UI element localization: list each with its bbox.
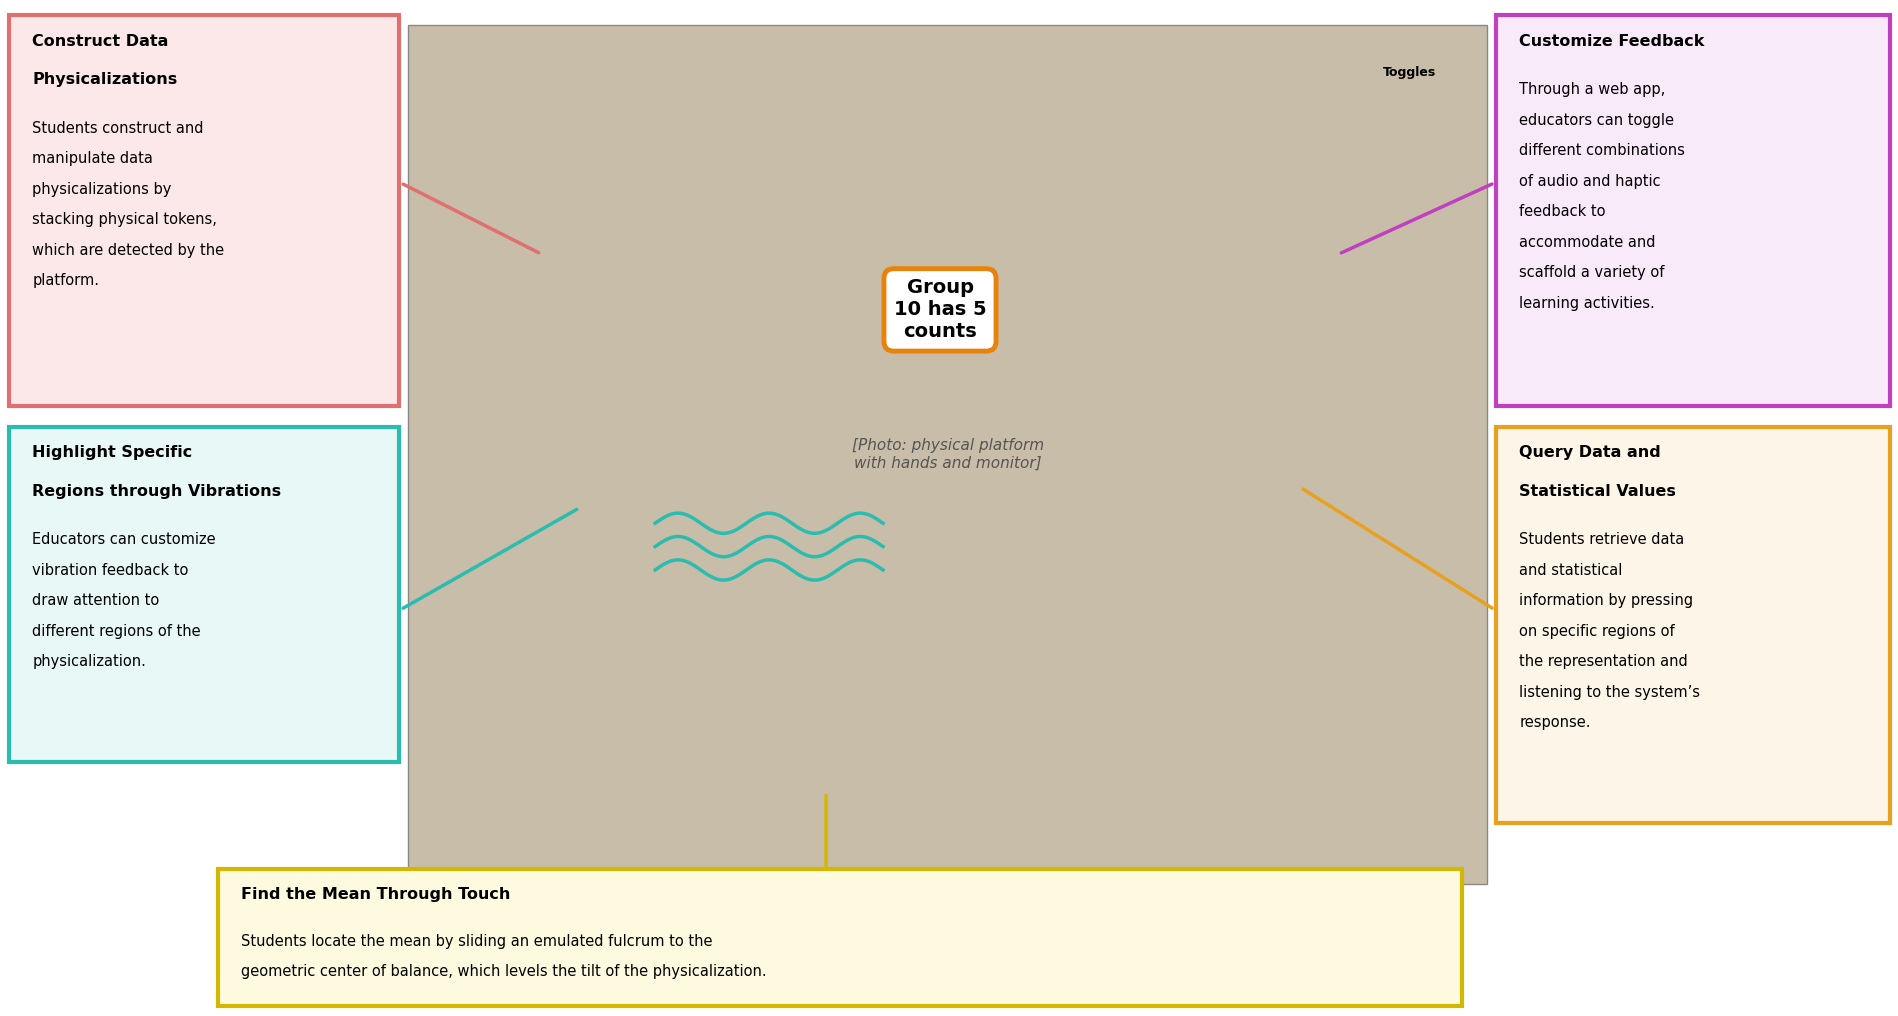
Text: Find the Mean Through Touch: Find the Mean Through Touch <box>241 887 511 902</box>
Text: accommodate and: accommodate and <box>1518 235 1655 250</box>
Text: physicalization.: physicalization. <box>32 654 146 670</box>
Text: Toggles: Toggles <box>1382 66 1435 79</box>
Text: geometric center of balance, which levels the tilt of the physicalization.: geometric center of balance, which level… <box>241 964 767 979</box>
Text: physicalizations by: physicalizations by <box>32 182 171 197</box>
Text: different combinations: different combinations <box>1518 143 1684 158</box>
Text: Students construct and: Students construct and <box>32 121 203 136</box>
FancyBboxPatch shape <box>1496 427 1889 823</box>
FancyBboxPatch shape <box>9 15 399 406</box>
Text: scaffold a variety of: scaffold a variety of <box>1518 265 1665 280</box>
Text: and statistical: and statistical <box>1518 563 1621 578</box>
Text: Highlight Specific: Highlight Specific <box>32 445 192 460</box>
Text: of audio and haptic: of audio and haptic <box>1518 174 1661 189</box>
FancyBboxPatch shape <box>218 869 1461 1006</box>
Text: Regions through Vibrations: Regions through Vibrations <box>32 484 281 499</box>
Text: listening to the system’s: listening to the system’s <box>1518 685 1699 700</box>
Text: manipulate data: manipulate data <box>32 151 154 167</box>
Text: Educators can customize: Educators can customize <box>32 532 216 548</box>
Text: draw attention to: draw attention to <box>32 593 159 609</box>
Text: Construct Data: Construct Data <box>32 34 169 49</box>
Text: different regions of the: different regions of the <box>32 624 201 639</box>
Text: vibration feedback to: vibration feedback to <box>32 563 188 578</box>
Text: Group
10 has 5
counts: Group 10 has 5 counts <box>894 278 985 341</box>
Text: educators can toggle: educators can toggle <box>1518 113 1674 128</box>
Text: [Photo: physical platform
with hands and monitor]: [Photo: physical platform with hands and… <box>850 439 1044 470</box>
Text: Customize Feedback: Customize Feedback <box>1518 34 1704 49</box>
Text: Students locate the mean by sliding an emulated fulcrum to the: Students locate the mean by sliding an e… <box>241 934 712 949</box>
FancyBboxPatch shape <box>1496 15 1889 406</box>
Text: Physicalizations: Physicalizations <box>32 72 177 87</box>
FancyBboxPatch shape <box>408 25 1486 884</box>
Text: which are detected by the: which are detected by the <box>32 243 224 258</box>
Text: platform.: platform. <box>32 273 99 289</box>
Text: information by pressing: information by pressing <box>1518 593 1693 609</box>
Text: on specific regions of: on specific regions of <box>1518 624 1674 639</box>
Text: Through a web app,: Through a web app, <box>1518 82 1665 98</box>
Text: the representation and: the representation and <box>1518 654 1687 670</box>
Text: Statistical Values: Statistical Values <box>1518 484 1676 499</box>
Text: learning activities.: learning activities. <box>1518 296 1653 311</box>
Text: feedback to: feedback to <box>1518 204 1606 219</box>
Text: Students retrieve data: Students retrieve data <box>1518 532 1684 548</box>
Text: response.: response. <box>1518 715 1591 731</box>
Text: stacking physical tokens,: stacking physical tokens, <box>32 212 216 228</box>
FancyBboxPatch shape <box>9 427 399 762</box>
Text: Query Data and: Query Data and <box>1518 445 1661 460</box>
